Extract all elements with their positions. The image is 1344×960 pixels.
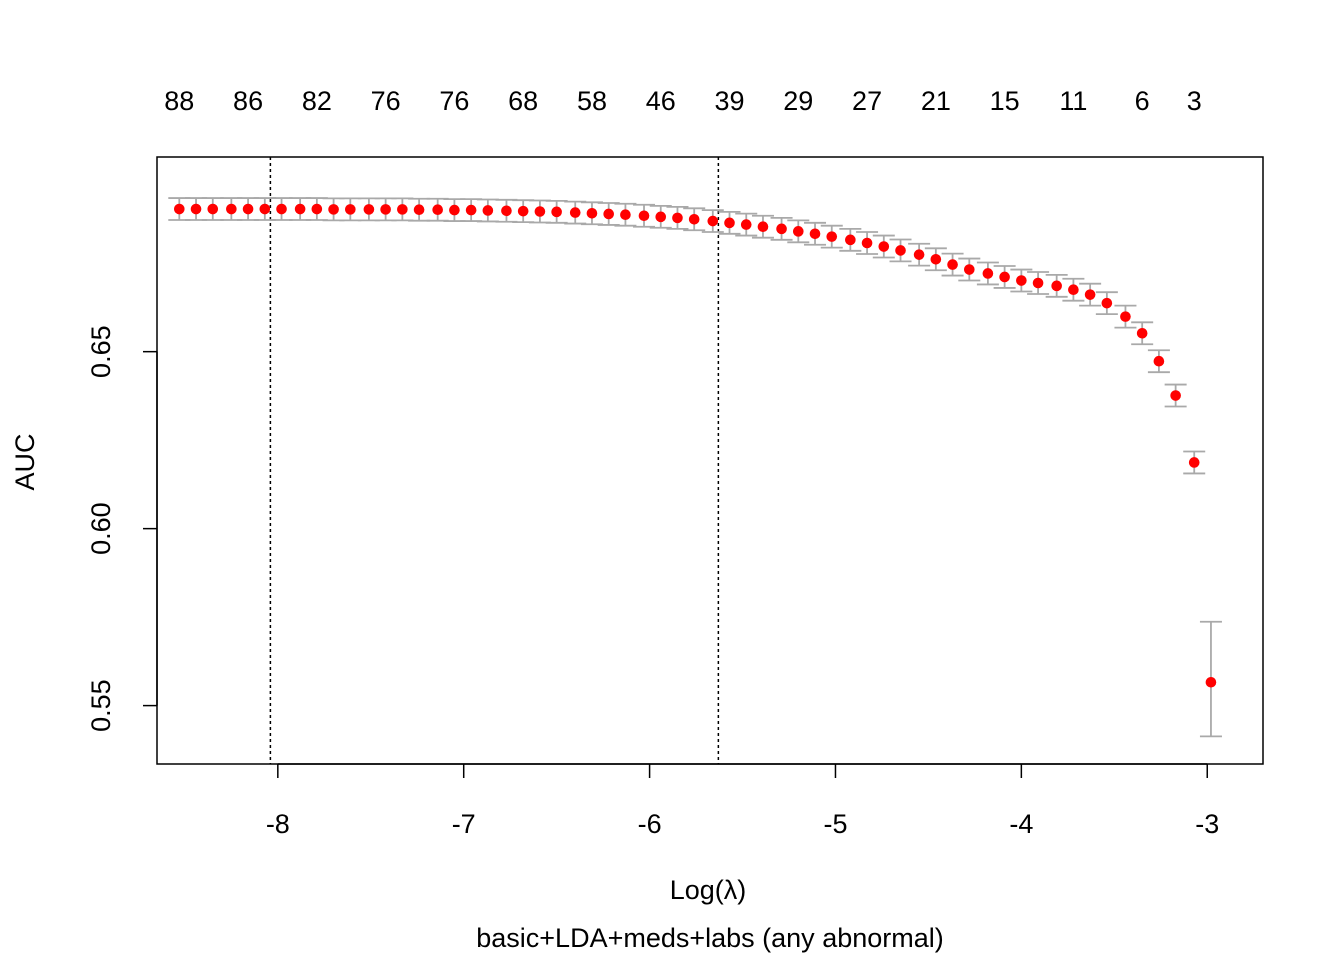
- data-point: [724, 217, 735, 229]
- data-point: [1205, 676, 1217, 688]
- data-point: [482, 205, 494, 216]
- data-point: [276, 203, 287, 215]
- data-point: [207, 203, 219, 215]
- data-point: [294, 203, 306, 215]
- data-point: [776, 223, 787, 235]
- data-point: [620, 209, 631, 220]
- data-point: [345, 204, 356, 215]
- data-point: [551, 206, 562, 218]
- x-tick-label: -4: [1009, 809, 1033, 839]
- top-count-label: 58: [577, 86, 607, 116]
- top-count-label: 15: [990, 86, 1020, 116]
- top-count-label: 21: [921, 86, 951, 116]
- data-point: [465, 204, 477, 216]
- data-point: [174, 203, 185, 215]
- top-axis-counts: 88 86 82 76 76 68 58 46 39 29 27 21 15 11 6 3: [164, 86, 1201, 116]
- data-point: [861, 237, 873, 249]
- data-point: [413, 204, 425, 216]
- data-point: [1170, 390, 1181, 401]
- x-axis-title: Log(λ): [670, 875, 747, 905]
- y-axis: 0.55 0.60 0.65: [86, 325, 158, 732]
- data-point: [449, 204, 460, 216]
- y-tick-label: 0.55: [86, 679, 116, 732]
- data-point: [655, 211, 667, 223]
- data-point: [964, 264, 975, 275]
- data-point: [517, 205, 529, 217]
- data-point: [672, 212, 683, 224]
- data-point: [534, 206, 546, 217]
- data-point: [809, 228, 821, 240]
- data-point: [1153, 355, 1165, 367]
- data-point: [1136, 327, 1148, 339]
- data-point: [1032, 277, 1044, 289]
- data-point: [242, 203, 254, 215]
- x-axis: -8 -7 -6 -5 -4 -3: [266, 763, 1219, 839]
- data-point: [895, 245, 906, 256]
- top-count-label: 27: [852, 86, 882, 116]
- data-point: [1188, 457, 1200, 468]
- data-point: [1051, 280, 1062, 292]
- data-point: [190, 203, 202, 215]
- data-point: [569, 207, 581, 218]
- top-count-label: 88: [164, 86, 194, 116]
- data-point: [432, 204, 443, 216]
- data-point: [845, 234, 856, 246]
- data-point: [638, 210, 650, 222]
- data-point: [1084, 289, 1096, 300]
- data-point: [947, 259, 958, 270]
- chart-subtitle: basic+LDA+meds+labs (any abnormal): [476, 923, 944, 953]
- data-point: [226, 203, 237, 215]
- data-point: [501, 205, 512, 217]
- top-count-label: 29: [783, 86, 813, 116]
- data-point: [757, 221, 769, 233]
- x-tick-label: -5: [823, 809, 847, 839]
- top-count-label: 76: [371, 86, 401, 116]
- top-count-label: 6: [1135, 86, 1150, 116]
- error-bars: [168, 197, 1222, 738]
- data-point: [603, 208, 614, 220]
- y-axis-title: AUC: [10, 433, 40, 490]
- data-point: [826, 231, 838, 242]
- plot-frame: [156, 156, 1264, 765]
- data-point: [1101, 297, 1113, 309]
- data-point: [688, 213, 700, 225]
- y-tick-label: 0.60: [86, 502, 116, 555]
- y-tick-label: 0.65: [86, 325, 116, 378]
- top-count-label: 82: [302, 86, 332, 116]
- data-point: [586, 207, 598, 219]
- data-point: [397, 204, 408, 215]
- x-tick-label: -6: [638, 809, 662, 839]
- data-point: [363, 204, 375, 215]
- x-tick-label: -7: [452, 809, 476, 839]
- data-point: [982, 268, 994, 279]
- data-point: [792, 226, 804, 237]
- reference-lines: [269, 157, 720, 764]
- top-count-label: 86: [233, 86, 263, 116]
- data-point: [913, 249, 925, 260]
- x-tick-label: -8: [266, 809, 290, 839]
- data-point: [878, 241, 890, 252]
- top-count-label: 39: [714, 86, 744, 116]
- top-count-label: 11: [1059, 86, 1087, 116]
- top-count-label: 46: [646, 86, 676, 116]
- data-point: [999, 271, 1010, 283]
- top-count-label: 76: [439, 86, 469, 116]
- x-tick-label: -3: [1195, 809, 1219, 839]
- data-point: [1016, 275, 1027, 286]
- data-point: [311, 203, 323, 215]
- data-point: [1120, 311, 1131, 322]
- data-point: [328, 204, 339, 215]
- data-points: [174, 203, 1217, 688]
- data-point: [1068, 284, 1079, 296]
- top-count-label: 68: [508, 86, 538, 116]
- data-point: [740, 219, 752, 230]
- top-count-label: 3: [1187, 86, 1202, 116]
- data-point: [930, 253, 942, 265]
- data-point: [707, 215, 719, 227]
- data-point: [380, 204, 391, 215]
- data-point: [259, 203, 271, 215]
